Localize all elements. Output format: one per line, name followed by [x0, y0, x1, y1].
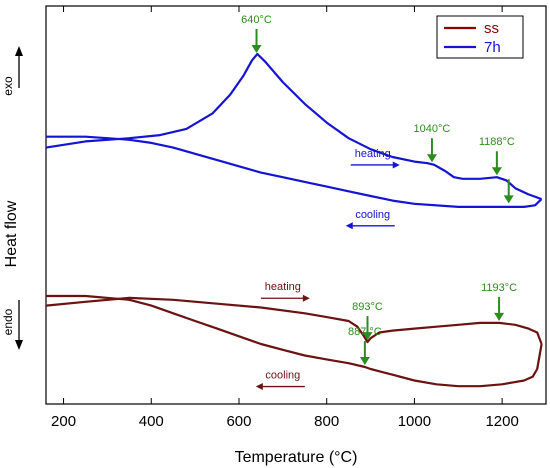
curve-ss-cooling	[46, 294, 543, 388]
x-tick-label: 400	[139, 413, 164, 430]
axes: Temperature (°C) Heat flow exo endo 200 4…	[1, 46, 519, 466]
legend-label-ss: ss	[484, 20, 499, 37]
annotation-label: 887 °C	[348, 326, 382, 338]
annotation-arrow-head	[503, 195, 514, 204]
direction-arrow-head	[345, 222, 353, 230]
annotation-arrow-head	[359, 357, 370, 366]
x-axis-title: Temperature (°C)	[235, 449, 358, 466]
plot-frame	[45, 5, 547, 405]
legend: ss 7h	[436, 15, 524, 59]
curves	[45, 52, 543, 388]
annotation-arrow-head	[494, 312, 505, 321]
annotations: 640°C 1040°C 1188°C 893°C 887 °C 1193°C	[241, 14, 517, 366]
direction-label-cooling: cooling	[265, 370, 300, 382]
endo-label: endo	[1, 308, 15, 335]
legend-label-7h: 7h	[484, 39, 501, 56]
curve-7h-cooling	[46, 135, 543, 208]
annotation-label: 1193°C	[481, 282, 517, 294]
x-tick-label: 1200	[485, 413, 518, 430]
annotation-label: 1188°C	[479, 136, 515, 148]
annotation-label: 1040°C	[414, 123, 451, 135]
plot-area	[45, 5, 547, 405]
annotation-arrow-head	[426, 154, 437, 163]
x-tick-label: 600	[226, 413, 251, 430]
direction-arrow-head	[302, 294, 310, 302]
exo-arrow-head	[15, 46, 23, 56]
exo-label: exo	[1, 76, 15, 96]
endo-arrow-head	[15, 340, 23, 350]
curve-7h-heating	[45, 52, 542, 201]
x-tick-label: 800	[314, 413, 339, 430]
direction-label-heating: heating	[265, 281, 301, 293]
annotation-label: 640°C	[241, 14, 272, 26]
annotation-arrow-head	[251, 45, 262, 54]
direction-labels: heating cooling heating cooling	[255, 148, 400, 391]
annotation-arrow-head	[491, 167, 502, 176]
direction-label-cooling: cooling	[355, 209, 390, 221]
annotation-label: 893°C	[352, 301, 383, 313]
direction-label-heating: heating	[355, 148, 391, 160]
annotation-arrow-head	[362, 332, 373, 341]
x-tick-label: 200	[51, 413, 76, 430]
x-tick-label: 1000	[398, 413, 431, 430]
legend-box	[436, 15, 524, 59]
direction-arrow-head	[392, 161, 400, 169]
curve-ss-heating	[45, 296, 543, 345]
direction-arrow-head	[255, 383, 263, 391]
y-axis-title: Heat flow	[3, 200, 20, 267]
